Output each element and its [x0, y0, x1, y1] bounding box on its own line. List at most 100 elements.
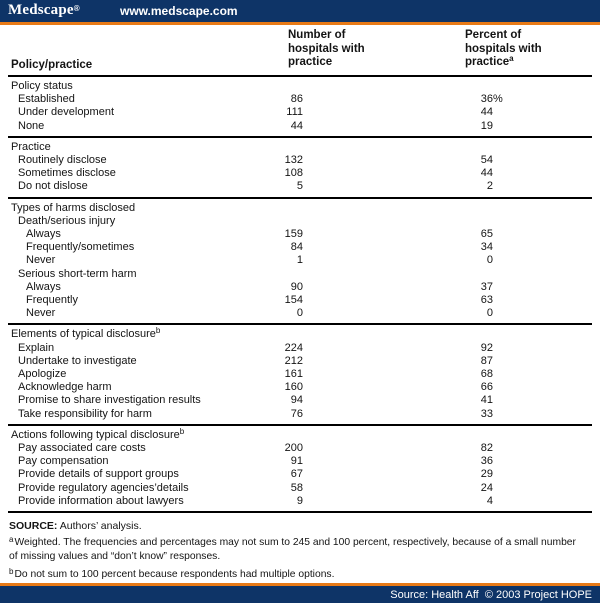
percent-value: 33: [480, 407, 493, 420]
number-value: [243, 202, 303, 215]
table-row: Serious short-term harm: [8, 268, 592, 281]
row-label-text: Acknowledge harm: [18, 381, 112, 394]
footnote-marker: b: [179, 426, 185, 436]
column-gap: [303, 482, 433, 495]
number-value: 84: [290, 241, 303, 254]
row-filler: [493, 328, 592, 341]
row-filler: [493, 394, 592, 407]
table-row: Practice: [8, 141, 592, 154]
header-rule: [8, 75, 592, 77]
table-row: Take responsibility for harm 76 33: [8, 408, 592, 421]
column-gap: [303, 342, 433, 355]
row-filler: [493, 80, 592, 93]
footnote-marker-a: a: [509, 54, 514, 63]
percent-value: 36%: [480, 93, 503, 106]
footnote-marker: b: [155, 326, 161, 336]
row-label: Routinely disclose: [8, 154, 243, 167]
table-row: Frequently/sometimes 84 34: [8, 241, 592, 254]
number-value: 5: [296, 180, 303, 193]
percent-value: [433, 429, 493, 442]
row-label-text: Death/serious injury: [18, 214, 116, 227]
row-label-text: Types of harms disclosed: [11, 201, 136, 214]
source-label: SOURCE:: [9, 520, 58, 533]
row-label-text: Take responsibility for harm: [18, 407, 152, 420]
column-gap: [303, 80, 433, 93]
table-row: Promise to share investigation results 94…: [8, 394, 592, 407]
medscape-url: www.medscape.com: [120, 4, 238, 18]
row-filler: [493, 429, 592, 442]
percent-value: 34: [480, 241, 493, 254]
percent-value: 0: [486, 307, 493, 320]
row-label: Under development: [8, 106, 243, 119]
column-gap: [303, 106, 433, 119]
row-filler: [493, 268, 592, 281]
row-filler: [493, 141, 592, 154]
percent-value: 41: [480, 394, 493, 407]
percent-value: 37: [480, 280, 493, 293]
percent-value: 2: [486, 180, 493, 193]
column-gap: [303, 307, 433, 320]
percent-value: 92: [480, 341, 493, 354]
row-filler: [493, 408, 592, 421]
section-divider: [8, 196, 592, 199]
table-row: Undertake to investigate 212 87: [8, 355, 592, 368]
row-filler: [493, 154, 592, 167]
table-row: Policy status: [8, 80, 592, 93]
row-label: None: [8, 120, 243, 133]
column-gap: [303, 254, 433, 267]
row-filler: [493, 342, 592, 355]
number-value: 91: [290, 455, 303, 468]
number-value: [243, 429, 303, 442]
column-gap: [303, 368, 433, 381]
row-label: Never: [8, 254, 243, 267]
row-label: Do not dislose: [8, 180, 243, 193]
row-label-text: Do not dislose: [18, 180, 88, 193]
percent-value: 87: [480, 354, 493, 367]
table-row: Pay compensation 91 36: [8, 455, 592, 468]
table-section: Policy status Established 86 36% Under devel…: [8, 77, 592, 136]
table-section: Actions following typical disclosureb Pay…: [8, 426, 592, 511]
row-filler: [493, 180, 592, 193]
row-label-text: Actions following typical disclosure: [11, 428, 180, 441]
column-gap: [303, 93, 433, 106]
row-label: Actions following typical disclosureb: [8, 426, 243, 442]
percent-value: [433, 328, 493, 341]
column-gap: [303, 241, 433, 254]
column-header-percent-text: Percent of hospitals with practice: [465, 29, 542, 68]
number-value: 76: [290, 407, 303, 420]
row-filler: [493, 120, 592, 133]
row-label-text: Provide details of support groups: [18, 468, 179, 481]
medscape-logo: Medscape®: [8, 2, 80, 19]
row-label-text: Never: [26, 307, 56, 320]
percent-value: [433, 141, 493, 154]
column-header-policy-practice: Policy/practice: [11, 58, 93, 71]
row-label: Explain: [8, 342, 243, 355]
percent-value: 36: [480, 455, 493, 468]
table-header: Policy/practice Number of hospitals with…: [8, 25, 592, 75]
row-label-text: Promise to share investigation results: [18, 394, 201, 407]
row-label-text: Established: [18, 93, 75, 106]
number-value: 9: [296, 494, 303, 507]
table-row: Frequently 154 63: [8, 294, 592, 307]
number-value: 0: [296, 307, 303, 320]
number-value: 212: [284, 354, 303, 367]
row-filler: [493, 381, 592, 394]
section-divider: [8, 135, 592, 138]
row-label: Frequently: [8, 294, 243, 307]
footer-orange-rule: [0, 583, 600, 586]
percent-value: [433, 268, 493, 281]
row-label-text: Elements of typical disclosure: [11, 328, 156, 341]
row-label: Policy status: [8, 80, 243, 93]
number-value: 224: [284, 341, 303, 354]
percent-value: 29: [480, 468, 493, 481]
table-row: Death/serious injury: [8, 215, 592, 228]
row-filler: [493, 294, 592, 307]
row-label: Provide details of support groups: [8, 468, 243, 481]
percent-value: 66: [480, 381, 493, 394]
column-gap: [303, 328, 433, 341]
footnote-b-marker: b: [9, 567, 14, 577]
row-label: Always: [8, 228, 243, 241]
percent-value: 44: [480, 167, 493, 180]
row-label: Always: [8, 281, 243, 294]
